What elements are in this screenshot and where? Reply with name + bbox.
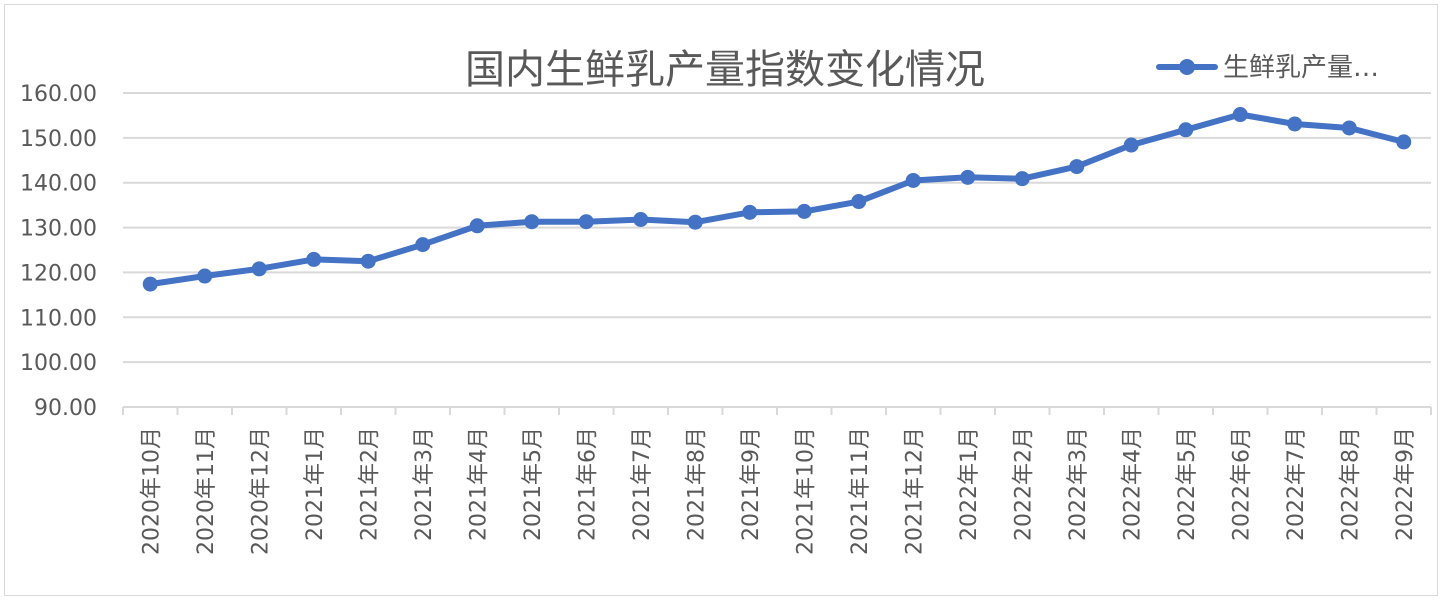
x-tick-label: 2022年5月: [1175, 427, 1200, 541]
data-point: [796, 203, 812, 219]
data-point: [851, 194, 867, 210]
x-tick-label: 2022年3月: [1066, 427, 1091, 541]
y-tick-label: 130.00: [20, 217, 97, 242]
data-point: [1014, 171, 1030, 187]
legend: 生鲜乳产量…: [1156, 53, 1379, 83]
data-point: [1123, 137, 1139, 153]
data-point: [687, 214, 703, 230]
data-point: [1287, 116, 1303, 132]
x-tick-label: 2021年8月: [684, 427, 709, 541]
x-tick-label: 2021年3月: [412, 427, 437, 541]
x-tick-label: 2022年6月: [1229, 427, 1254, 541]
x-tick-label: 2021年5月: [521, 427, 546, 541]
y-tick-label: 100.00: [20, 351, 97, 376]
x-tick-label: 2020年10月: [139, 427, 164, 555]
x-tick-label: 2021年12月: [902, 427, 927, 555]
data-point: [905, 172, 921, 188]
data-point: [197, 268, 213, 284]
y-tick-label: 120.00: [20, 261, 97, 286]
data-point: [524, 214, 540, 230]
x-tick-label: 2021年2月: [357, 427, 382, 541]
x-tick-label: 2022年4月: [1120, 427, 1145, 541]
data-point: [142, 276, 158, 292]
data-point: [1396, 134, 1412, 150]
y-tick-label: 140.00: [20, 172, 97, 197]
x-tick-label: 2021年11月: [848, 427, 873, 555]
data-point: [633, 211, 649, 227]
data-point: [1341, 120, 1357, 136]
x-tick-label: 2022年2月: [1011, 427, 1036, 541]
data-point: [415, 237, 431, 253]
x-tick-label: 2021年4月: [466, 427, 491, 541]
chart-frame: 90.00 100.00 110.00 120.00 130.00 140.00 150.0…: [4, 4, 1438, 596]
line-chart: 90.00 100.00 110.00 120.00 130.00 140.00 150.0…: [20, 47, 1432, 555]
y-tick-label: 90.00: [34, 396, 97, 421]
data-point: [469, 218, 485, 234]
data-point: [742, 204, 758, 220]
data-point: [251, 261, 267, 277]
y-tick-label: 150.00: [20, 127, 97, 152]
chart-title: 国内生鲜乳产量指数变化情况: [465, 47, 985, 93]
data-point: [360, 253, 376, 269]
x-tick-label: 2021年6月: [575, 427, 600, 541]
x-tick-label: 2022年7月: [1284, 427, 1309, 541]
series-line: [142, 107, 1412, 292]
x-tick-label: 2020年12月: [248, 427, 273, 555]
data-point: [1178, 122, 1194, 138]
series-line-path: [147, 111, 1407, 288]
data-point: [578, 214, 594, 230]
x-tick-label: 2021年1月: [303, 427, 328, 541]
y-axis: 90.00 100.00 110.00 120.00 130.00 140.00 150.0…: [20, 82, 97, 421]
y-tick-label: 110.00: [20, 306, 97, 331]
x-tick-label: 2021年9月: [739, 427, 764, 541]
gridlines: [123, 92, 1431, 364]
data-point: [306, 251, 322, 267]
x-tick-label: 2021年7月: [630, 427, 655, 541]
x-tick-label: 2021年10月: [793, 427, 818, 555]
legend-label: 生鲜乳产量…: [1223, 53, 1379, 83]
x-tick-label: 2020年11月: [194, 427, 219, 555]
x-tick-label: 2022年8月: [1338, 427, 1363, 541]
x-axis: 2020年10月 2020年11月 2020年12月 2021年1月 2021年2月 20…: [122, 406, 1432, 555]
data-point: [960, 169, 976, 185]
data-point: [1232, 107, 1248, 123]
y-tick-label: 160.00: [20, 82, 97, 107]
x-tick-label: 2022年1月: [957, 427, 982, 541]
x-tick-label: 2022年9月: [1393, 427, 1418, 541]
data-point: [1069, 159, 1085, 175]
legend-series-marker: [1179, 59, 1195, 75]
